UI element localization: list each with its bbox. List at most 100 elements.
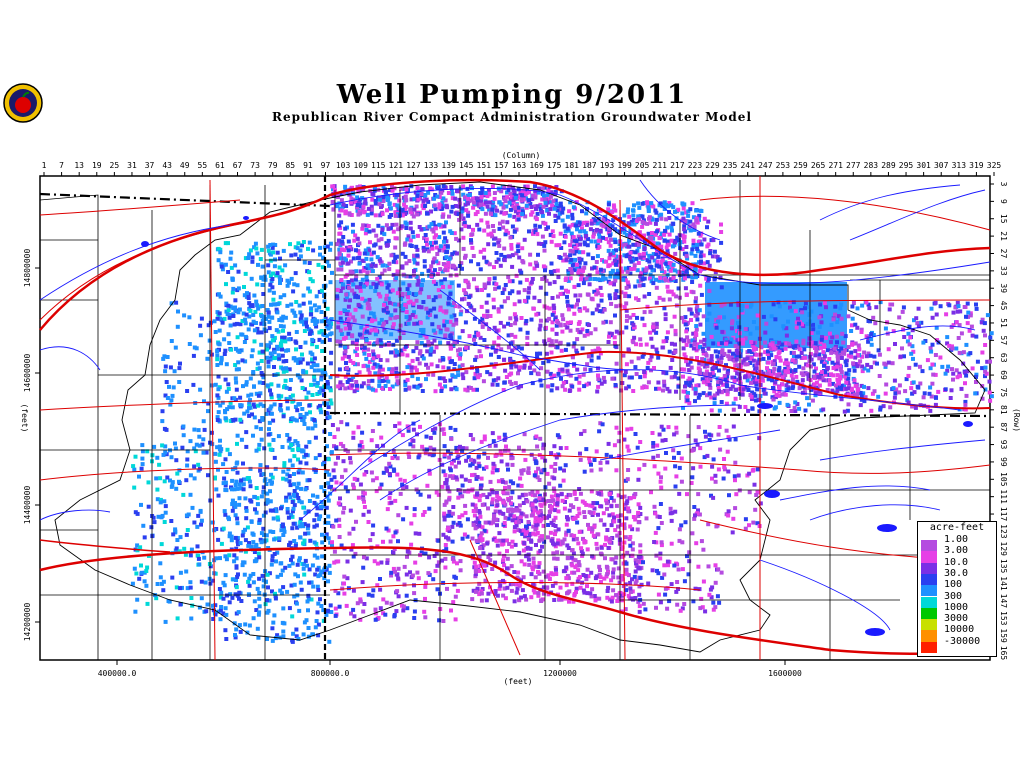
pumping-cell — [402, 347, 407, 352]
pumping-cell — [438, 340, 443, 345]
pumping-cell — [447, 214, 451, 219]
pumping-cell — [836, 314, 841, 319]
pumping-cell — [629, 267, 634, 271]
pumping-cell — [181, 424, 186, 429]
pumping-cell — [695, 304, 700, 309]
pumping-cell — [693, 387, 698, 392]
pumping-cell — [724, 383, 729, 388]
pumping-cell — [497, 226, 502, 231]
pumping-cell — [238, 417, 243, 422]
pumping-cell — [267, 427, 271, 432]
pumping-cell — [351, 315, 356, 320]
pumping-cell — [192, 520, 197, 525]
pumping-cell — [458, 352, 463, 357]
pumping-cell — [214, 487, 219, 492]
pumping-cell — [339, 208, 344, 213]
pumping-cell — [545, 208, 550, 213]
pumping-cell — [406, 300, 411, 305]
pumping-cell — [194, 346, 199, 351]
pumping-cell — [847, 383, 852, 388]
pumping-cell — [282, 464, 287, 469]
pumping-cell — [861, 391, 866, 396]
pumping-cell — [410, 313, 415, 317]
pumping-cell — [611, 237, 616, 242]
pumping-cell — [182, 313, 187, 318]
pumping-cell — [293, 313, 298, 318]
pumping-cell — [246, 327, 251, 332]
pumping-cell — [934, 395, 938, 400]
pumping-cell — [386, 379, 391, 384]
pumping-cell — [289, 302, 294, 307]
pumping-cell — [264, 411, 269, 416]
pumping-cell — [869, 365, 874, 370]
pumping-cell — [314, 308, 319, 313]
pumping-cell — [657, 386, 662, 391]
pumping-cell — [437, 235, 442, 240]
pumping-cell — [600, 258, 604, 262]
pumping-cell — [749, 350, 754, 355]
pumping-cell — [327, 472, 332, 477]
pumping-cell — [248, 303, 253, 308]
pumping-cell — [685, 335, 690, 340]
pumping-cell — [425, 315, 430, 320]
pumping-cell — [754, 352, 759, 357]
pumping-cell — [624, 318, 629, 323]
pumping-cell — [695, 317, 700, 322]
pumping-cell — [404, 310, 409, 314]
pumping-cell — [412, 384, 417, 389]
pumping-cell — [360, 277, 365, 282]
pumping-cell — [571, 344, 576, 349]
pumping-cell — [515, 203, 520, 208]
pumping-cell — [579, 277, 583, 282]
pumping-cell — [682, 320, 687, 325]
pumping-cell — [725, 371, 730, 376]
pumping-cell — [347, 245, 352, 250]
pumping-cell — [363, 298, 368, 303]
pumping-cell — [301, 418, 306, 423]
pumping-cell — [389, 253, 394, 258]
pumping-cell — [446, 301, 451, 306]
pumping-cell — [409, 197, 414, 202]
pumping-cell — [563, 387, 568, 392]
pumping-cell — [574, 262, 579, 267]
pumping-cell — [160, 409, 165, 414]
pumping-cell — [474, 202, 479, 207]
pumping-cell — [491, 204, 496, 209]
pumping-cell — [443, 379, 448, 383]
pumping-cell — [233, 263, 238, 268]
pumping-cell — [338, 289, 343, 293]
pumping-cell — [567, 389, 572, 393]
pumping-cell — [355, 285, 359, 290]
pumping-cell — [646, 360, 651, 365]
pumping-cell — [327, 337, 332, 342]
pumping-cell — [394, 350, 399, 355]
pumping-cell — [344, 295, 349, 300]
pumping-cell — [711, 373, 716, 378]
pumping-cell — [360, 314, 365, 319]
pumping-cell — [415, 212, 420, 217]
pumping-cell — [853, 322, 858, 327]
pumping-cell — [699, 250, 704, 255]
pumping-cell — [414, 274, 419, 279]
pumping-cell — [340, 239, 345, 244]
pumping-cell — [158, 561, 163, 566]
pumping-cell — [559, 376, 563, 381]
pumping-cell — [278, 256, 282, 261]
pumping-cell — [306, 426, 311, 431]
pumping-cell — [576, 271, 581, 275]
pumping-cell — [565, 255, 570, 259]
pumping-cell — [211, 617, 216, 621]
pumping-cell — [724, 363, 728, 368]
pumping-cell — [514, 227, 519, 232]
pumping-cell — [191, 353, 196, 358]
pumping-cell — [669, 289, 674, 294]
pumping-cell — [639, 270, 644, 275]
pumping-cell — [348, 269, 353, 274]
pumping-cell — [564, 380, 569, 384]
pumping-cell — [782, 326, 787, 331]
pumping-cell — [642, 246, 647, 251]
pumping-cell — [638, 375, 643, 380]
pumping-cell — [329, 401, 334, 406]
pumping-cell — [217, 292, 221, 297]
pumping-cell — [511, 362, 516, 367]
